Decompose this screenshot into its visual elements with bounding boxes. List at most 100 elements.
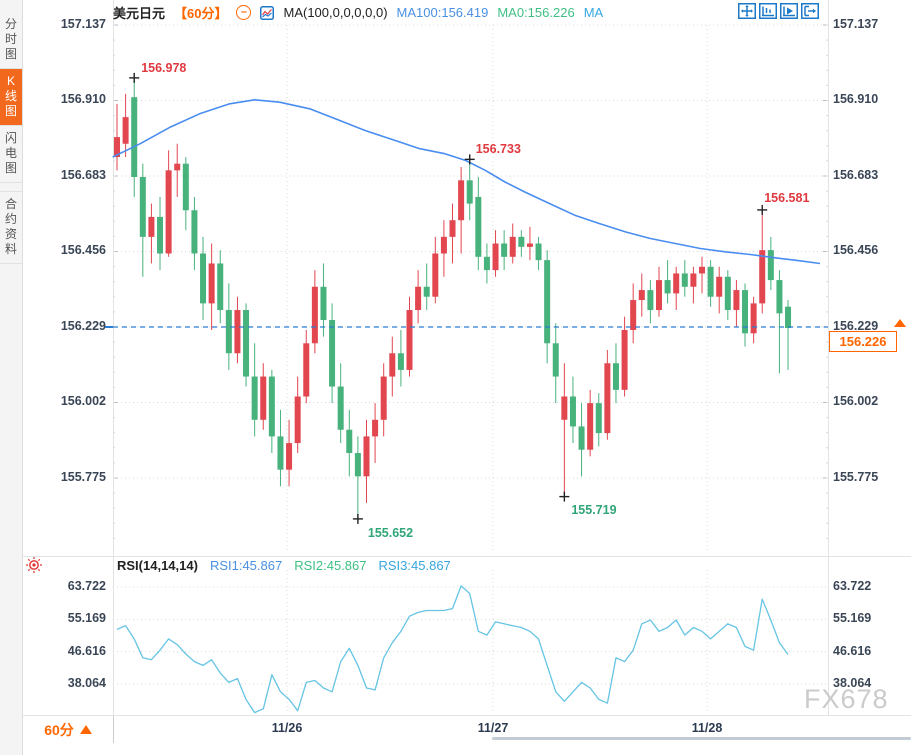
candle-body bbox=[114, 137, 120, 158]
candle-body bbox=[346, 429, 353, 454]
symbol-title: 美元日元 bbox=[113, 6, 166, 21]
candle-body bbox=[535, 243, 542, 261]
rsi-axis-label-left: 46.616 bbox=[67, 643, 106, 658]
candle-body bbox=[664, 280, 671, 294]
candle-body bbox=[320, 286, 327, 321]
candle-body bbox=[449, 220, 456, 237]
candle-body bbox=[699, 266, 706, 274]
sidebar-item-0[interactable]: 分时图 bbox=[0, 12, 22, 69]
candle-body bbox=[329, 320, 336, 387]
sidebar-item-char: 电 bbox=[4, 146, 17, 160]
candle-body bbox=[337, 386, 344, 430]
rsi2-value: RSI2:45.867 bbox=[294, 558, 367, 573]
candle-body bbox=[724, 276, 731, 311]
timeframe-label[interactable]: 【60分】 bbox=[174, 6, 228, 21]
indicator-settings-sun-icon[interactable] bbox=[25, 556, 43, 574]
candle-body bbox=[406, 310, 413, 370]
chart-header: 美元日元 【60分】 – MA(100,0,0,0,0,0) MA100:156… bbox=[113, 3, 603, 22]
y-axis-label-right: 156.910 bbox=[833, 92, 879, 107]
timeframe-selector[interactable]: 60分 bbox=[23, 716, 114, 743]
crosshair-move-icon[interactable] bbox=[738, 3, 756, 19]
candle-body bbox=[208, 263, 215, 304]
candle-body bbox=[157, 216, 164, 254]
plot-right-border bbox=[828, 0, 829, 715]
sidebar-item-char: 资 bbox=[4, 227, 17, 241]
rsi-axis-label-right: 38.064 bbox=[833, 676, 872, 691]
candle-body bbox=[501, 243, 508, 257]
sidebar-item-char: 图 bbox=[4, 104, 17, 118]
candle-body bbox=[526, 243, 533, 247]
candle-body bbox=[165, 170, 172, 254]
high-price-annotation: 156.581 bbox=[764, 190, 810, 205]
current-price-badge: 156.226 bbox=[829, 331, 897, 352]
ma100-value: MA100:156.419 bbox=[396, 5, 489, 20]
candle-body bbox=[475, 196, 482, 257]
y-axis-label-left: 156.910 bbox=[60, 92, 106, 107]
candle-body bbox=[544, 260, 551, 344]
candle-body bbox=[655, 280, 662, 311]
collapse-indicator-icon[interactable]: – bbox=[236, 5, 252, 20]
candle-body bbox=[122, 117, 129, 144]
candle-body bbox=[397, 353, 404, 370]
candle-body bbox=[303, 343, 310, 397]
price-up-triangle-icon bbox=[894, 319, 906, 327]
candle-body bbox=[647, 290, 654, 311]
candle-body bbox=[432, 253, 439, 297]
mini-chart-icon[interactable] bbox=[260, 5, 275, 20]
ma100-line bbox=[112, 99, 821, 265]
candle-body bbox=[750, 303, 757, 334]
candle-body bbox=[440, 236, 447, 254]
exit-fullscreen-icon[interactable] bbox=[801, 3, 819, 19]
rsi-indicator-label[interactable]: RSI(14,14,14) bbox=[117, 558, 198, 573]
sidebar-item-char: 闪 bbox=[4, 131, 17, 145]
x-axis-date-label: 11/28 bbox=[691, 721, 723, 735]
sidebar-item-3[interactable]: 合约资料 bbox=[0, 191, 22, 264]
candle-body bbox=[372, 419, 379, 437]
candle-body bbox=[518, 236, 525, 247]
candle-body bbox=[277, 436, 284, 470]
candle-body bbox=[286, 443, 293, 470]
candle-body bbox=[191, 210, 198, 254]
candle-body bbox=[492, 243, 499, 271]
horizontal-scrollbar-thumb[interactable] bbox=[492, 737, 911, 740]
axis-left-chart-icon[interactable] bbox=[759, 3, 777, 19]
candle-body bbox=[733, 290, 740, 311]
rsi-line bbox=[116, 585, 789, 714]
candle-body bbox=[354, 453, 361, 477]
y-axis-label-left: 156.456 bbox=[60, 243, 106, 258]
sidebar-item-char: 线 bbox=[4, 89, 17, 103]
ma0-value: MA0:156.226 bbox=[497, 5, 575, 20]
rsi-axis-label-right: 55.169 bbox=[833, 611, 872, 626]
sidebar-item-char: K bbox=[6, 74, 15, 88]
candle-body bbox=[148, 216, 155, 237]
candle-body bbox=[423, 286, 430, 297]
high-price-annotation: 156.978 bbox=[141, 60, 187, 75]
rsi3-value: RSI3:45.867 bbox=[378, 558, 451, 573]
candle-body bbox=[260, 376, 267, 420]
sidebar-item-2[interactable]: 闪电图 bbox=[0, 126, 22, 183]
axis-right-chart-icon[interactable] bbox=[780, 3, 798, 19]
low-price-annotation: 155.652 bbox=[367, 525, 414, 540]
sidebar-item-char: 合 bbox=[4, 197, 17, 211]
candle-body bbox=[561, 396, 568, 420]
x-axis-date-label: 11/27 bbox=[477, 721, 509, 735]
sidebar-item-char: 图 bbox=[4, 161, 17, 175]
y-axis-label-left: 155.775 bbox=[60, 469, 106, 484]
candle-body bbox=[716, 276, 723, 297]
candle-body bbox=[690, 273, 697, 287]
ma-indicator-label[interactable]: MA(100,0,0,0,0,0) bbox=[283, 5, 388, 20]
sidebar-item-char: 分 bbox=[4, 17, 17, 31]
sidebar-item-char: 约 bbox=[4, 212, 17, 226]
rsi-axis-label-right: 63.722 bbox=[833, 579, 872, 593]
candle-body bbox=[742, 290, 749, 334]
candle-body bbox=[415, 286, 422, 311]
y-axis-label-left: 156.002 bbox=[60, 394, 106, 409]
y-axis-label-left: 156.229 bbox=[60, 318, 106, 333]
candle-body bbox=[630, 300, 637, 330]
candle-body bbox=[363, 436, 370, 477]
watermark: FX678 bbox=[804, 684, 889, 714]
